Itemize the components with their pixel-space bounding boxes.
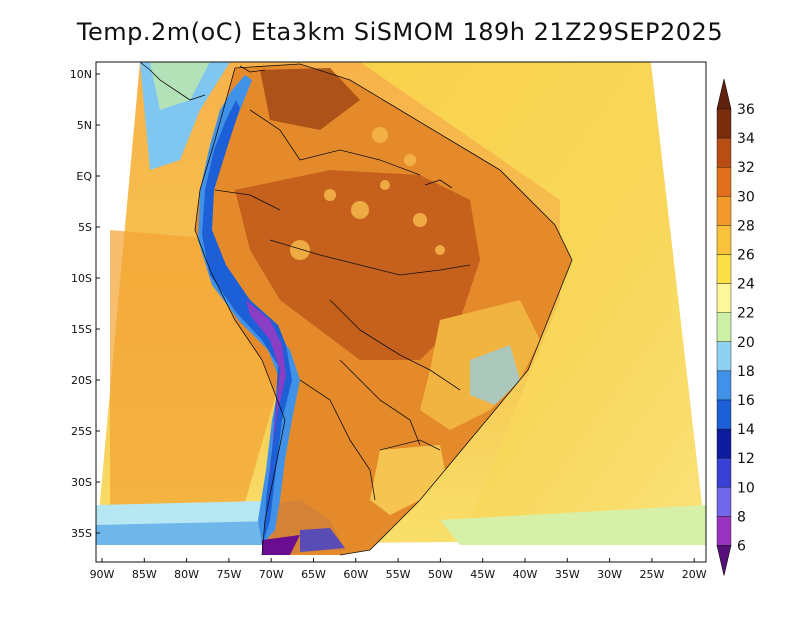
colorbar-segment	[716, 196, 732, 226]
lat-label: 10N	[70, 68, 92, 81]
colorbar-segment	[716, 225, 732, 255]
colorbar-label: 24	[737, 277, 755, 293]
lon-label: 25W	[639, 568, 664, 581]
colorbar-segment	[716, 399, 732, 430]
lon-label: 80W	[174, 568, 199, 581]
colorbar-label: 18	[737, 364, 755, 380]
colorbar-segment	[716, 487, 732, 517]
lon-label: 35W	[555, 568, 580, 581]
colorbar-segment	[716, 312, 732, 343]
colorbar-segment	[716, 458, 732, 488]
lat-label: EQ	[76, 170, 92, 183]
lon-label: 30W	[597, 568, 622, 581]
lat-label: 20S	[71, 374, 92, 387]
colorbar-segment	[716, 283, 732, 313]
lat-label: 25S	[71, 425, 92, 438]
lon-label: 60W	[343, 568, 368, 581]
colorbar-segment	[716, 370, 732, 401]
lon-label: 65W	[301, 568, 326, 581]
colorbar-label: 26	[737, 248, 755, 264]
colorbar-segment	[716, 108, 732, 139]
colorbar-label: 20	[737, 335, 755, 351]
longitude-axis: 90W 85W 80W 75W 70W 65W 60W 55W 50W 45W 40W 35W 30W 2…	[90, 558, 707, 581]
lat-label: 15S	[71, 323, 92, 336]
lon-label: 45W	[470, 568, 495, 581]
colorbar-label: 30	[737, 189, 755, 205]
colorbar-segment	[716, 428, 732, 459]
colorbar-label: 34	[737, 131, 755, 147]
colorbar-label: 32	[737, 160, 755, 176]
colorbar-label: 6	[737, 539, 746, 555]
lon-label: 20W	[682, 568, 707, 581]
colorbar-label: 10	[737, 480, 755, 496]
colorbar-label: 28	[737, 218, 755, 234]
colorbar-segment	[716, 254, 732, 284]
colorbar-label: 36	[737, 102, 755, 118]
map-title: Temp.2m(oC) Eta3km SiSMOM 189h 21Z29SEP2…	[76, 18, 724, 46]
map-frame	[95, 61, 707, 563]
lat-label: 5S	[78, 221, 92, 234]
lon-label: 70W	[259, 568, 284, 581]
lon-label: 85W	[132, 568, 157, 581]
colorbar-segment	[716, 137, 732, 168]
lon-label: 75W	[216, 568, 241, 581]
colorbar-segment	[716, 341, 732, 372]
colorbar-label: 8	[737, 509, 746, 525]
lat-label: 5N	[77, 119, 92, 132]
colorbar: 6 8 10 12 14 16 18 20 22 24 26 28 30 32 34 36	[716, 78, 755, 576]
lat-label: 10S	[71, 272, 92, 285]
colorbar-label: 12	[737, 451, 755, 467]
lon-label: 90W	[90, 568, 115, 581]
colorbar-label: 22	[737, 306, 755, 322]
lat-label: 30S	[71, 476, 92, 489]
lat-label: 35S	[71, 527, 92, 540]
colorbar-segment	[716, 516, 732, 546]
lon-label: 55W	[386, 568, 411, 581]
colorbar-label: 16	[737, 393, 755, 409]
colorbar-high-arrow	[716, 78, 732, 110]
lon-label: 50W	[428, 568, 453, 581]
colorbar-label: 14	[737, 422, 755, 438]
temperature-field	[96, 62, 706, 562]
colorbar-low-arrow	[716, 545, 732, 576]
latitude-axis: 10N 5N EQ 5S 10S 15S 20S 25S 30S 35S	[70, 68, 100, 540]
colorbar-segment	[716, 166, 732, 197]
lon-label: 40W	[513, 568, 538, 581]
